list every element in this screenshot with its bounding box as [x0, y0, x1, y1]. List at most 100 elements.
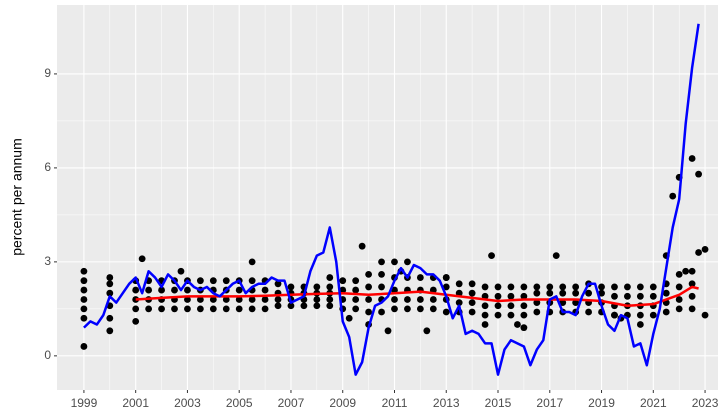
point [235, 286, 243, 294]
point [391, 258, 398, 266]
point [624, 292, 631, 300]
point [675, 283, 683, 291]
y-tick-label: 9 [44, 66, 51, 80]
point [585, 308, 592, 316]
point [468, 299, 476, 306]
point [507, 292, 515, 300]
point [339, 286, 347, 294]
point [442, 308, 450, 316]
point [585, 289, 592, 297]
point [598, 283, 605, 291]
point [520, 292, 528, 300]
point [416, 274, 424, 281]
point [611, 283, 618, 291]
y-tick-label: 6 [44, 160, 51, 174]
point [559, 289, 567, 297]
line [83, 23, 700, 376]
point [442, 283, 450, 291]
x-tick-label: 2021 [640, 396, 667, 410]
point [300, 302, 308, 310]
point [80, 343, 88, 350]
point [481, 283, 489, 291]
point [378, 271, 385, 278]
point [196, 305, 204, 313]
point [261, 296, 269, 303]
point [132, 286, 140, 294]
point [682, 267, 690, 275]
x-tick-label: 2007 [278, 396, 305, 410]
point [222, 296, 230, 303]
point [222, 277, 230, 285]
point [669, 192, 677, 200]
y-axis-title: percent per annum [9, 138, 25, 256]
point [546, 289, 554, 297]
point [145, 286, 153, 294]
point [313, 302, 321, 310]
point [196, 296, 204, 303]
point [80, 305, 88, 313]
point [248, 277, 256, 285]
point [313, 296, 321, 303]
point [80, 314, 88, 322]
point [675, 296, 683, 303]
point [138, 255, 146, 263]
point [222, 305, 230, 313]
point [488, 252, 495, 260]
point [352, 286, 360, 294]
point [520, 283, 528, 291]
point [326, 302, 334, 310]
point [378, 258, 385, 266]
point [391, 296, 398, 303]
point [391, 286, 398, 294]
point [106, 327, 114, 335]
point [365, 296, 373, 303]
point [701, 245, 709, 253]
point [352, 277, 360, 285]
point [552, 252, 560, 260]
point [468, 289, 476, 297]
x-tick-label: 2009 [329, 396, 356, 410]
point [636, 292, 644, 300]
point [365, 308, 373, 316]
point [546, 283, 554, 291]
point [695, 170, 702, 178]
point [235, 305, 243, 313]
point [416, 296, 424, 303]
x-tick-label: 2005 [226, 396, 253, 410]
point [688, 155, 696, 162]
x-tick-label: 2013 [433, 396, 460, 410]
point [106, 314, 114, 322]
point [636, 321, 644, 328]
point [442, 274, 450, 281]
point [611, 311, 618, 319]
point [533, 283, 541, 291]
point [481, 321, 489, 328]
point [209, 305, 217, 313]
point [248, 258, 256, 266]
point [675, 271, 683, 278]
point [184, 305, 191, 313]
point [494, 283, 502, 291]
x-tick-label: 1999 [71, 396, 98, 410]
point [80, 267, 88, 275]
point [624, 283, 631, 291]
point [313, 283, 321, 291]
point [384, 327, 392, 335]
point [688, 292, 696, 300]
point [391, 305, 398, 313]
point [533, 308, 541, 316]
point [507, 302, 515, 310]
point [701, 311, 709, 319]
point [611, 292, 618, 300]
x-tick-label: 2001 [122, 396, 149, 410]
point [158, 305, 165, 313]
point [209, 277, 217, 285]
line [135, 285, 699, 307]
point [106, 280, 114, 288]
point [494, 311, 502, 319]
y-tick-label: 3 [44, 254, 51, 268]
point [80, 296, 88, 303]
point [662, 308, 670, 316]
point [507, 283, 515, 291]
